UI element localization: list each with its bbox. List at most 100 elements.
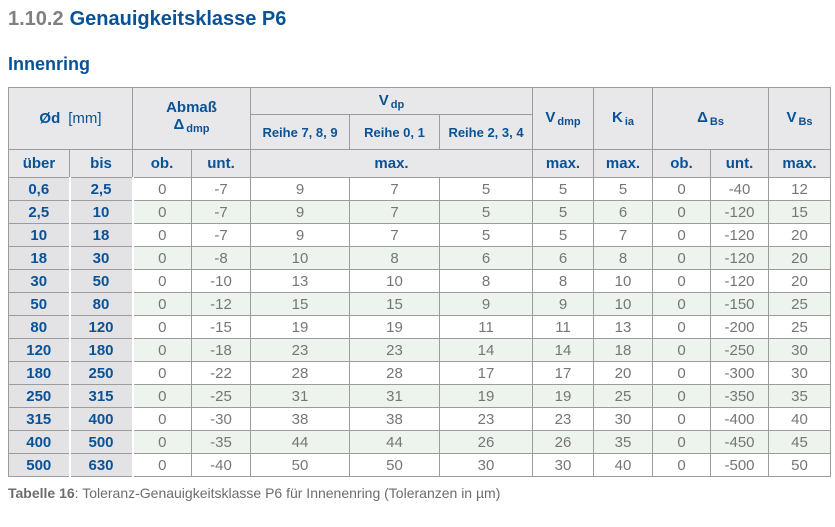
cell-vdp-reihe789: 9 — [250, 200, 351, 224]
header-vdp-subscript: dp — [390, 98, 405, 111]
table-row: 180 250 0 -22 28 28 17 17 20 0 -300 30 — [8, 361, 832, 385]
subheader-ob-dmp: ob. — [132, 149, 193, 178]
cell-vdmp: 23 — [532, 407, 595, 431]
cell-vbs: 20 — [768, 223, 832, 247]
cell-ueber: 500 — [8, 453, 71, 477]
cell-kia: 10 — [593, 269, 654, 293]
cell-vdp-reihe01: 19 — [349, 315, 441, 339]
cell-vdp-reihe234: 5 — [439, 223, 534, 247]
header-abmass-subscript: dmp — [186, 123, 210, 135]
cell-vdp-reihe01: 31 — [349, 384, 441, 408]
cell-kia: 25 — [593, 384, 654, 408]
table-row: 500 630 0 -40 50 50 30 30 40 0 -500 50 — [8, 453, 832, 477]
cell-vdp-reihe01: 23 — [349, 338, 441, 362]
cell-abmass-ob: 0 — [132, 453, 193, 477]
cell-abmass-ob: 0 — [132, 338, 193, 362]
cell-ueber: 30 — [8, 269, 71, 293]
cell-vdp-reihe234: 17 — [439, 361, 534, 385]
header-reihe-01: Reihe 0, 1 — [349, 114, 441, 150]
cell-vdmp: 5 — [532, 200, 595, 224]
cell-abmass-unt: -22 — [191, 361, 252, 385]
header-row-reihe: Reihe 7, 8, 9 Reihe 0, 1 Reihe 2, 3, 4 — [9, 114, 831, 150]
cell-bs-unt: -300 — [710, 361, 770, 385]
subheader-ob-bs: ob. — [652, 149, 712, 178]
cell-kia: 20 — [593, 361, 654, 385]
cell-ueber: 315 — [8, 407, 71, 431]
cell-vbs: 35 — [768, 384, 832, 408]
cell-vdmp: 26 — [532, 430, 595, 454]
cell-kia: 40 — [593, 453, 654, 477]
cell-abmass-unt: -40 — [191, 453, 252, 477]
cell-vdmp: 17 — [532, 361, 595, 385]
cell-abmass-unt: -10 — [191, 269, 252, 293]
cell-vbs: 12 — [768, 177, 832, 201]
cell-bs-ob: 0 — [652, 361, 712, 385]
header-delta-bs-subscript: Bs — [709, 116, 724, 128]
cell-vdp-reihe789: 19 — [250, 315, 351, 339]
cell-vdp-reihe234: 11 — [439, 315, 534, 339]
cell-bs-ob: 0 — [652, 407, 712, 431]
cell-bs-unt: -400 — [710, 407, 770, 431]
cell-vbs: 40 — [768, 407, 832, 431]
cell-bis: 400 — [68, 407, 134, 431]
page-title: 1.10.2 Genauigkeitsklasse P6 — [8, 6, 830, 32]
cell-vdmp: 30 — [532, 453, 595, 477]
cell-abmass-unt: -35 — [191, 430, 252, 454]
cell-vdp-reihe789: 9 — [250, 177, 351, 201]
section-number: 1.10.2 — [8, 8, 64, 30]
cell-ueber: 0,6 — [8, 177, 71, 201]
cell-ueber: 250 — [8, 384, 71, 408]
cell-ueber: 180 — [8, 361, 71, 385]
cell-kia: 6 — [593, 200, 654, 224]
cell-bis: 250 — [68, 361, 134, 385]
cell-vdmp: 11 — [532, 315, 595, 339]
cell-abmass-ob: 0 — [132, 315, 193, 339]
cell-bs-unt: -250 — [710, 338, 770, 362]
cell-vdmp: 19 — [532, 384, 595, 408]
cell-bs-ob: 0 — [652, 223, 712, 247]
cell-vdp-reihe789: 10 — [250, 246, 351, 270]
header-abmass-title: Abmaß — [166, 99, 217, 116]
cell-bis: 120 — [68, 315, 134, 339]
cell-bis: 315 — [68, 384, 134, 408]
cell-vdp-reihe234: 19 — [439, 384, 534, 408]
cell-abmass-ob: 0 — [132, 407, 193, 431]
subheader-unt-dmp: unt. — [191, 149, 252, 178]
subheader-max-vdmp: max. — [532, 149, 595, 178]
table-row: 18 30 0 -8 10 8 6 6 8 0 -120 20 — [8, 246, 832, 270]
cell-vbs: 15 — [768, 200, 832, 224]
cell-vdp-reihe01: 38 — [349, 407, 441, 431]
cell-vdp-reihe789: 50 — [250, 453, 351, 477]
cell-vdp-reihe789: 23 — [250, 338, 351, 362]
table-row: 0,6 2,5 0 -7 9 7 5 5 5 0 -40 12 — [8, 177, 832, 201]
cell-abmass-ob: 0 — [132, 177, 193, 201]
subheader-max-kia: max. — [593, 149, 654, 178]
cell-ueber: 120 — [8, 338, 71, 362]
table-row: 2,5 10 0 -7 9 7 5 5 6 0 -120 15 — [8, 200, 832, 224]
cell-bs-unt: -40 — [710, 177, 770, 201]
cell-abmass-unt: -12 — [191, 292, 252, 316]
cell-vdp-reihe234: 14 — [439, 338, 534, 362]
table-row: 120 180 0 -18 23 23 14 14 18 0 -250 30 — [8, 338, 832, 362]
subheader-bis: bis — [68, 149, 134, 178]
cell-vdmp: 6 — [532, 246, 595, 270]
cell-vbs: 20 — [768, 246, 832, 270]
table-row: 80 120 0 -15 19 19 11 11 13 0 -200 25 — [8, 315, 832, 339]
cell-bs-ob: 0 — [652, 384, 712, 408]
cell-ueber: 400 — [8, 430, 71, 454]
cell-vdp-reihe234: 23 — [439, 407, 534, 431]
cell-bis: 50 — [68, 269, 134, 293]
header-vbs-subscript: Bs — [798, 116, 813, 128]
cell-bis: 2,5 — [68, 177, 134, 201]
cell-bs-unt: -120 — [710, 246, 770, 270]
cell-bs-ob: 0 — [652, 246, 712, 270]
header-vdmp-subscript: dmp — [557, 116, 581, 128]
cell-vdmp: 5 — [532, 223, 595, 247]
cell-vdp-reihe01: 7 — [349, 200, 441, 224]
cell-bs-unt: -120 — [710, 200, 770, 224]
cell-vdp-reihe789: 38 — [250, 407, 351, 431]
cell-bis: 180 — [68, 338, 134, 362]
